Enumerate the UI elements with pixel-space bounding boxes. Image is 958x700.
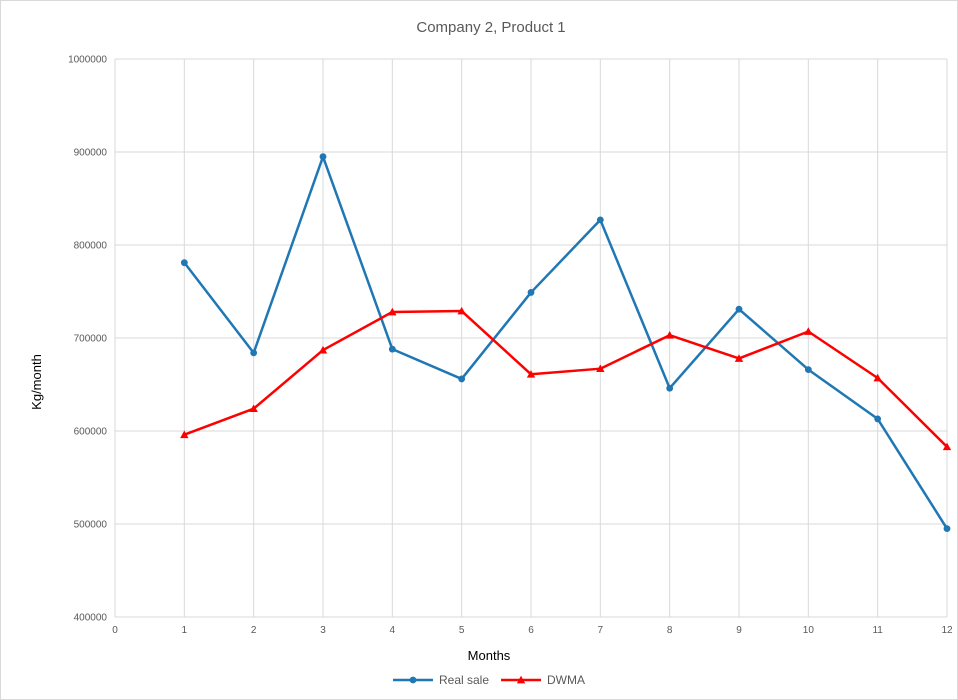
data-point: [874, 415, 882, 423]
x-axis-title: Months: [468, 648, 511, 663]
y-tick-label: 700000: [74, 334, 108, 345]
legend-label: Real sale: [439, 673, 489, 687]
x-tick-label: 12: [941, 625, 953, 636]
data-point: [250, 349, 258, 357]
data-point: [318, 345, 328, 354]
x-tick-label: 4: [390, 625, 396, 636]
data-point: [734, 354, 744, 362]
y-tick-label: 800000: [74, 241, 108, 252]
y-tick-label: 400000: [74, 613, 108, 624]
data-point: [180, 430, 189, 439]
x-tick-label: 9: [736, 625, 742, 636]
y-tick-label: 600000: [74, 427, 108, 438]
data-point: [804, 327, 813, 335]
y-tick-label: 900000: [74, 148, 108, 159]
data-point: [666, 384, 674, 392]
data-point: [596, 364, 605, 373]
data-point: [527, 289, 535, 296]
x-tick-label: 1: [182, 625, 188, 636]
series-real-sale: [180, 153, 951, 533]
x-tick-label: 7: [598, 625, 604, 636]
x-tick-label: 11: [872, 625, 883, 636]
series-layer: [180, 153, 952, 533]
data-point: [458, 375, 466, 383]
data-point: [249, 404, 258, 413]
legend-label: DWMA: [547, 673, 585, 687]
gridlines: [114, 58, 948, 618]
data-point: [319, 153, 327, 161]
x-tick-label: 5: [459, 625, 465, 636]
data-point: [388, 307, 397, 316]
tick-labels: 400000 500000 600000 700000 800000 900000 1000…: [68, 55, 953, 637]
data-point: [388, 345, 396, 353]
x-tick-label: 2: [251, 625, 257, 636]
series-dwma: [180, 306, 952, 451]
x-tick-label: 8: [667, 625, 673, 636]
data-point: [943, 525, 951, 533]
legend-marker: [409, 676, 417, 684]
y-axis-title: Kg/month: [29, 354, 44, 410]
data-point: [665, 331, 674, 339]
series-line: [183, 309, 949, 449]
data-point: [180, 259, 188, 267]
x-tick-label: 3: [320, 625, 326, 636]
x-tick-label: 0: [112, 625, 118, 636]
data-point: [457, 306, 466, 315]
data-point: [526, 370, 536, 378]
chart-title: Company 2, Product 1: [416, 19, 565, 36]
legend-marker: [516, 675, 526, 684]
legend: Real sale DWMA: [392, 673, 585, 687]
y-tick-label: 500000: [74, 520, 108, 531]
data-point: [596, 216, 604, 224]
x-tick-label: 10: [803, 625, 815, 636]
data-point: [873, 373, 882, 382]
y-tick-label: 1000000: [68, 55, 107, 66]
x-tick-label: 6: [528, 625, 534, 636]
series-line: [183, 155, 949, 530]
legend-item-real-sale: Real sale: [392, 673, 489, 687]
data-point: [804, 366, 812, 374]
legend-item-dwma: DWMA: [501, 673, 585, 687]
data-point: [735, 305, 743, 313]
data-point: [942, 442, 952, 451]
